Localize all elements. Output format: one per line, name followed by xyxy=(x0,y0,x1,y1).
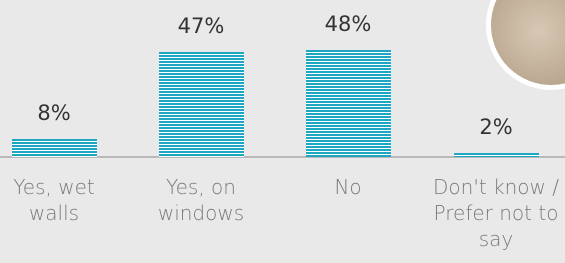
category-label: No xyxy=(293,174,403,200)
bar xyxy=(454,153,539,157)
page: 8% Yes, wet walls 47% Yes, on windows 48% No 2… xyxy=(0,0,565,263)
value-label: 8% xyxy=(0,101,114,125)
value-label: 48% xyxy=(288,12,408,36)
bar xyxy=(159,52,244,157)
chart: 8% Yes, wet walls 47% Yes, on windows 48% No 2… xyxy=(0,0,565,263)
photo xyxy=(486,0,565,90)
value-label: 47% xyxy=(141,14,261,38)
value-label: 2% xyxy=(436,115,556,139)
category-label: Don't know / Prefer not to say xyxy=(421,174,565,252)
category-label: Yes, wet walls xyxy=(0,174,109,226)
category-label: Yes, on windows xyxy=(146,174,256,226)
bar xyxy=(12,139,97,157)
bar xyxy=(306,50,391,157)
